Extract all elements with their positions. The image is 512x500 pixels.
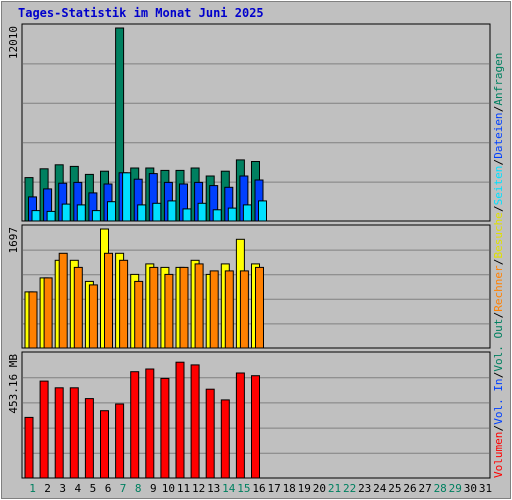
x-tick-label: 22 (343, 482, 356, 495)
bar-seiten-day-14 (227, 207, 237, 222)
x-tick-label: 27 (418, 482, 431, 495)
x-tick-label: 29 (449, 482, 462, 495)
bar-rechner-day-12 (194, 263, 204, 349)
legend-item: Anfragen (492, 53, 505, 106)
bar-seiten-day-6 (107, 201, 116, 222)
legend-item: Rechner (492, 265, 505, 312)
bar-rechner-day-15 (239, 270, 249, 349)
bar-rechner-day-13 (209, 270, 219, 349)
y-max-label: 453.16 MB (7, 354, 20, 414)
x-tick-label: 25 (388, 482, 401, 495)
bar-volumen-day-2 (39, 380, 49, 479)
legend-item: Vol. In (492, 378, 505, 424)
x-tick-label: 6 (105, 482, 112, 495)
bar-rechner-day-7 (119, 259, 129, 349)
x-tick-label: 17 (267, 482, 280, 495)
bar-volumen-day-14 (220, 399, 230, 479)
bar-seiten-day-3 (61, 203, 71, 222)
bar-volumen-day-3 (54, 387, 64, 479)
bar-rechner-day-5 (88, 284, 98, 349)
bar-volumen-day-9 (145, 368, 155, 479)
x-tick-label: 3 (59, 482, 66, 495)
bar-volumen-day-4 (69, 387, 79, 479)
legend-item: Seiten (492, 166, 505, 206)
bar-rechner-day-10 (164, 273, 174, 349)
x-tick-label: 2 (44, 482, 51, 495)
x-tick-label: 30 (464, 482, 477, 495)
chart-title: Tages-Statistik im Monat Juni 2025 (18, 6, 264, 20)
bar-volumen-day-6 (100, 410, 109, 479)
x-tick-label: 16 (252, 482, 265, 495)
bar-seiten-day-7 (122, 172, 132, 222)
x-tick-label: 11 (177, 482, 190, 495)
legend-separator: / (492, 106, 505, 113)
bar-volumen-day-10 (160, 377, 170, 479)
bar-seiten-day-4 (76, 204, 86, 222)
x-tick-label: 18 (283, 482, 296, 495)
x-tick-label: 4 (74, 482, 81, 495)
x-tick-label: 28 (434, 482, 447, 495)
bar-rechner-day-16 (255, 266, 264, 349)
x-tick-label: 8 (135, 482, 142, 495)
x-tick-label: 13 (207, 482, 220, 495)
legend-separator: / (492, 259, 505, 266)
x-tick-label: 24 (373, 482, 387, 495)
bar-rechner-day-11 (179, 266, 189, 349)
legend-item: Besuche (492, 212, 505, 258)
x-tick-label: 31 (479, 482, 492, 495)
bar-seiten-day-2 (46, 210, 56, 222)
bar-volumen-day-13 (205, 388, 215, 479)
y-max-label: 1697 (7, 227, 20, 254)
bar-seiten-day-9 (152, 202, 162, 222)
x-tick-label: 12 (192, 482, 205, 495)
bar-seiten-day-16 (258, 200, 267, 222)
bar-rechner-day-4 (73, 266, 83, 349)
bar-seiten-day-15 (242, 204, 252, 222)
x-tick-label: 19 (298, 482, 311, 495)
bar-seiten-day-11 (182, 208, 192, 222)
legend-separator: / (492, 425, 505, 432)
bar-volumen-day-1 (24, 416, 34, 479)
legend-separator: / (492, 159, 505, 166)
bar-rechner-day-6 (104, 252, 113, 349)
x-tick-label: 5 (90, 482, 97, 495)
x-tick-label: 10 (162, 482, 175, 495)
bar-seiten-day-8 (137, 204, 147, 222)
bar-rechner-day-8 (134, 280, 144, 349)
y-max-label: 12010 (7, 26, 20, 59)
legend-separator: / (492, 205, 505, 212)
bar-rechner-day-3 (58, 252, 68, 349)
x-tick-label: 1 (29, 482, 36, 495)
legend-separator: / (492, 312, 505, 319)
x-tick-label: 14 (222, 482, 236, 495)
x-tick-label: 26 (403, 482, 416, 495)
bar-volumen-day-12 (190, 364, 200, 479)
legend-item: Dateien (492, 112, 505, 158)
x-tick-label: 23 (358, 482, 371, 495)
bar-volumen-day-16 (251, 375, 260, 479)
bar-volumen-day-11 (175, 361, 185, 479)
bar-volumen-day-5 (84, 398, 94, 479)
bar-rechner-day-14 (224, 270, 234, 349)
bar-volumen-day-7 (115, 403, 125, 479)
bar-rechner-day-2 (43, 277, 53, 349)
x-tick-label: 20 (313, 482, 326, 495)
bar-volumen-day-8 (130, 371, 140, 479)
bar-rechner-day-9 (149, 266, 159, 349)
bar-seiten-day-13 (212, 209, 222, 222)
bar-seiten-day-12 (197, 202, 207, 222)
bar-volumen-day-15 (235, 372, 245, 479)
bar-rechner-day-1 (28, 291, 38, 349)
legend-separator: / (492, 372, 505, 379)
legend-item: Vol. Out (492, 319, 505, 372)
x-tick-label: 15 (237, 482, 250, 495)
bar-seiten-day-5 (91, 210, 101, 222)
bar-seiten-day-1 (31, 210, 41, 222)
x-tick-label: 7 (120, 482, 127, 495)
x-tick-label: 9 (150, 482, 157, 495)
legend-item: Volumen (492, 432, 505, 478)
bar-seiten-day-10 (167, 200, 177, 222)
x-tick-label: 21 (328, 482, 341, 495)
